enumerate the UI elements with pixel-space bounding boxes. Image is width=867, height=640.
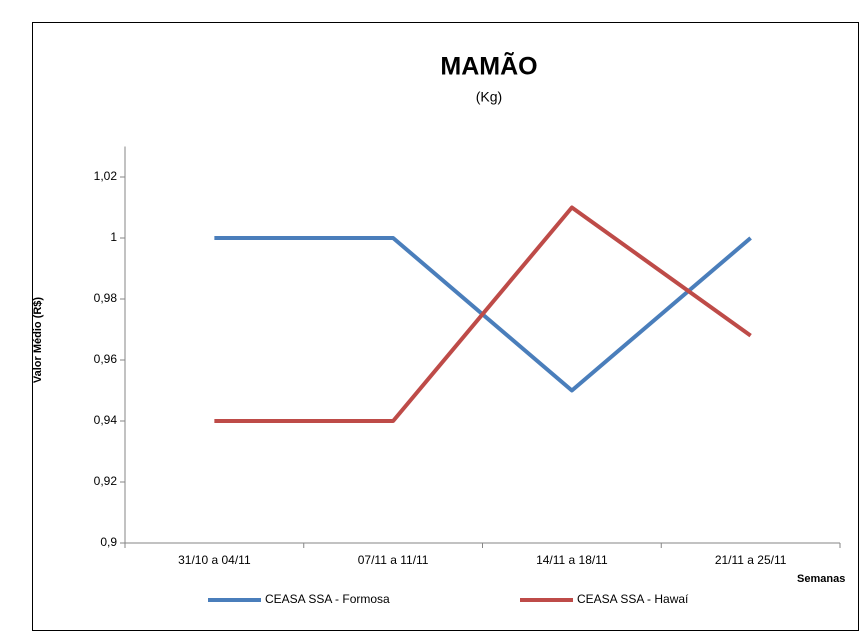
x-tick-label: 07/11 a 11/11 [358,553,429,567]
chart-subtitle: (Kg) [476,89,502,105]
y-tick-label: 1,02 [94,169,118,183]
legend-label: CEASA SSA - Formosa [265,592,390,606]
y-axis-label: Valor Médio (R$) [32,297,44,384]
y-tick-label: 0,96 [94,352,118,366]
y-tick-label: 0,9 [100,535,117,549]
x-tick-label: 14/11 a 18/11 [536,553,608,567]
y-tick-label: 0,98 [94,291,118,305]
x-axis-label: Semanas [797,573,845,585]
x-tick-label: 21/11 a 25/11 [715,553,787,567]
chart-title: MAMÃO [440,51,537,81]
y-tick-label: 1 [110,230,117,244]
legend-label: CEASA SSA - Hawaí [577,592,689,606]
y-tick-label: 0,94 [94,413,118,427]
y-tick-label: 0,92 [94,474,118,488]
chart-border [32,22,859,631]
series-line [214,205,752,423]
x-tick-label: 31/10 a 04/11 [178,553,251,567]
